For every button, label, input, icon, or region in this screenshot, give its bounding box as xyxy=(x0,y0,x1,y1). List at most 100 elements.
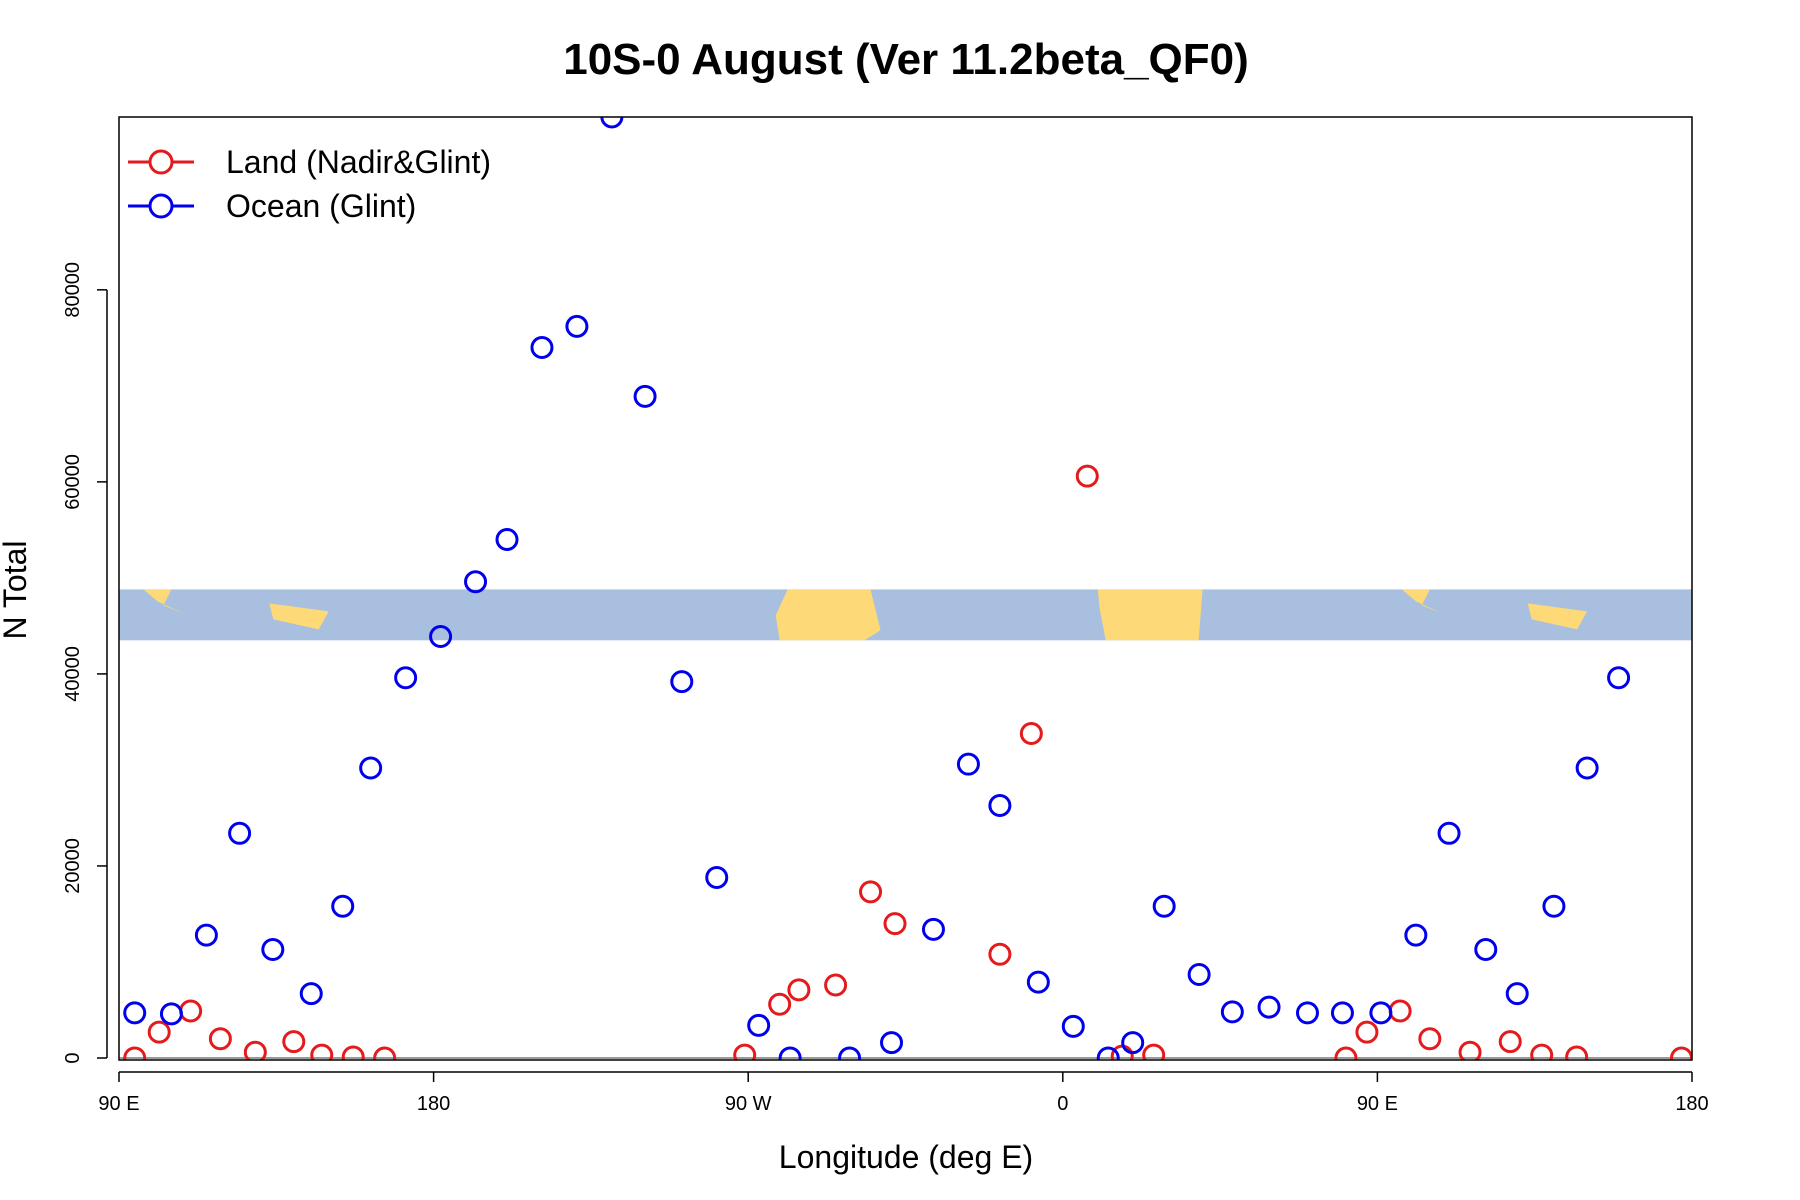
land-point xyxy=(824,973,848,997)
ocean-point xyxy=(1257,995,1281,1019)
ocean-point xyxy=(1474,937,1498,961)
land-point xyxy=(1334,1046,1358,1060)
x-tick-label: 180 xyxy=(417,1093,450,1115)
ocean-point xyxy=(705,865,729,889)
legend-label-ocean: Ocean (Glint) xyxy=(226,188,416,224)
land-point xyxy=(282,1030,306,1054)
ocean-point xyxy=(1061,1014,1085,1038)
ocean-point xyxy=(1369,1001,1393,1025)
ocean-point xyxy=(159,1002,183,1026)
x-tick-label: 90 W xyxy=(725,1093,772,1115)
ocean-point xyxy=(747,1013,771,1037)
map-land-south-america xyxy=(775,589,881,641)
x-tick-label: 90 E xyxy=(98,1093,139,1115)
x-axis-label: Longitude (deg E) xyxy=(779,1139,1033,1175)
land-point xyxy=(179,999,203,1023)
ocean-point xyxy=(1152,894,1176,918)
ocean-point xyxy=(331,894,355,918)
land-point xyxy=(310,1043,334,1060)
series-ocean xyxy=(123,117,1631,1060)
land-point xyxy=(341,1045,365,1060)
y-tick-label: 40000 xyxy=(62,646,84,702)
ocean-point xyxy=(1404,923,1428,947)
ocean-point xyxy=(1096,1046,1120,1060)
land-point xyxy=(988,942,1012,966)
ocean-point xyxy=(123,1001,147,1025)
ocean-point xyxy=(1437,821,1461,845)
ocean-point xyxy=(1607,666,1631,690)
land-point xyxy=(1388,999,1412,1023)
land-point xyxy=(1075,464,1099,488)
ocean-point xyxy=(394,666,418,690)
ocean-point xyxy=(1026,970,1050,994)
land-point xyxy=(243,1040,267,1060)
ocean-point xyxy=(600,117,624,129)
ocean-point xyxy=(838,1046,862,1060)
map-land-new-guinea-2 xyxy=(1527,603,1588,630)
ocean-point xyxy=(464,570,488,594)
ocean-point xyxy=(194,923,218,947)
ocean-point xyxy=(921,917,945,941)
ocean-point xyxy=(1295,1001,1319,1025)
legend-label-land: Land (Nadir&Glint) xyxy=(226,144,491,180)
land-point xyxy=(733,1043,757,1060)
y-axis-label: N Total xyxy=(0,540,33,639)
land-point xyxy=(1019,721,1043,745)
ocean-point xyxy=(495,527,519,551)
land-point xyxy=(1498,1030,1522,1054)
ocean-point xyxy=(530,335,554,359)
land-point xyxy=(1565,1045,1589,1060)
y-axis: 0 20000 40000 60000 80000 xyxy=(62,262,108,1064)
land-point xyxy=(373,1046,397,1060)
chart-title: 10S-0 August (Ver 11.2beta_QF0) xyxy=(563,35,1249,84)
land-point xyxy=(1418,1027,1442,1051)
x-tick-label: 90 E xyxy=(1357,1093,1398,1115)
ocean-point xyxy=(956,752,980,776)
x-tick-label: 0 xyxy=(1057,1093,1068,1115)
legend: Land (Nadir&Glint) Ocean (Glint) xyxy=(128,144,491,224)
ocean-point xyxy=(299,982,323,1006)
y-tick-label: 80000 xyxy=(62,262,84,318)
map-land-new-guinea xyxy=(269,603,329,630)
land-point xyxy=(123,1046,147,1060)
ocean-point xyxy=(565,314,589,338)
ocean-point xyxy=(988,793,1012,817)
ocean-point xyxy=(1575,756,1599,780)
land-point xyxy=(859,880,883,904)
ocean-point xyxy=(778,1046,802,1060)
land-point xyxy=(147,1020,171,1044)
ocean-point xyxy=(1187,962,1211,986)
y-tick-label: 20000 xyxy=(62,838,84,894)
ocean-point xyxy=(670,670,694,694)
ocean-point xyxy=(1121,1031,1145,1055)
map-land-africa xyxy=(1097,589,1203,641)
ocean-point xyxy=(1220,1000,1244,1024)
y-tick-label: 0 xyxy=(62,1052,84,1063)
legend-marker-land xyxy=(148,149,174,175)
ocean-point xyxy=(228,821,252,845)
ocean-point xyxy=(429,624,453,648)
ocean-point xyxy=(1505,982,1529,1006)
ocean-point xyxy=(359,756,383,780)
world-map-band xyxy=(119,589,1692,641)
y-tick-label: 60000 xyxy=(62,454,84,510)
land-point xyxy=(1355,1020,1379,1044)
land-point xyxy=(768,992,792,1016)
land-point xyxy=(787,978,811,1002)
land-point xyxy=(1458,1040,1482,1060)
map-land-maritime-asia xyxy=(143,589,184,614)
legend-marker-ocean xyxy=(148,193,174,219)
ocean-point xyxy=(633,384,657,408)
ocean-point xyxy=(261,937,285,961)
ocean-point xyxy=(1330,1001,1354,1025)
plot-frame xyxy=(118,116,1693,1061)
map-land-maritime-asia-2 xyxy=(1401,589,1442,614)
ocean-point xyxy=(880,1031,904,1055)
x-axis: 90 E 180 90 W 0 90 E 180 xyxy=(98,1071,1709,1115)
series-layer xyxy=(123,117,1692,1060)
land-point xyxy=(1530,1043,1554,1060)
x-tick-label: 180 xyxy=(1675,1093,1708,1115)
ocean-point xyxy=(1542,894,1566,918)
map-ocean-strip xyxy=(119,589,1692,641)
